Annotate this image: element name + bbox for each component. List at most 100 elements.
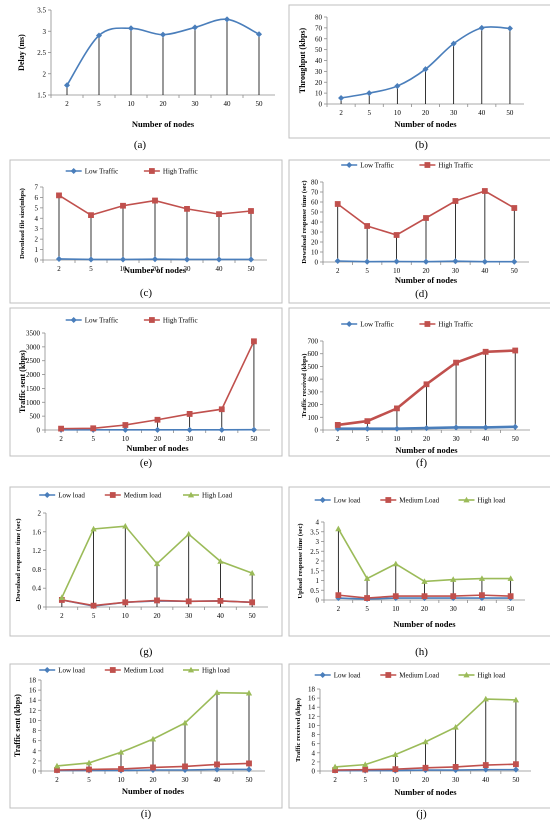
x-tick-label: 2	[339, 109, 343, 117]
y-tick-label: 60	[315, 35, 323, 43]
chart-frame	[9, 159, 283, 304]
data-point	[86, 766, 92, 773]
series-medium-load	[54, 760, 252, 773]
data-point	[482, 695, 489, 702]
data-point	[85, 759, 93, 766]
y-tick-label: 0	[315, 427, 319, 435]
y-tick-label: 3.5	[37, 7, 46, 15]
x-tick-label: 2	[65, 100, 69, 108]
data-point	[364, 418, 371, 424]
data-point	[247, 256, 255, 263]
data-point	[422, 764, 429, 771]
data-point	[482, 348, 489, 355]
legend-marker	[463, 496, 470, 503]
y-tick-label: 4	[312, 749, 316, 757]
panel-label: (f)	[416, 457, 427, 469]
legend-label: Low load	[334, 497, 361, 505]
legend-marker	[149, 168, 155, 174]
chart-frame	[9, 486, 283, 637]
chart-frame	[9, 663, 283, 809]
y-tick-label: 20	[311, 239, 319, 247]
data-point	[248, 208, 254, 214]
data-point	[452, 764, 459, 770]
y-tick-label: 4	[33, 747, 37, 755]
x-tick-label: 20	[423, 267, 431, 275]
x-tick-label: 20	[150, 776, 158, 784]
data-point	[186, 426, 193, 433]
series-high-load	[331, 695, 520, 770]
data-point	[216, 211, 222, 218]
x-tick-label: 50	[506, 109, 514, 117]
legend-label: Low load	[58, 492, 85, 500]
legend: Low load Medium Load High load	[314, 672, 506, 680]
data-point	[479, 592, 485, 599]
data-point	[481, 188, 488, 194]
legend-label: High Load	[202, 492, 233, 500]
x-tick-label: 2	[337, 605, 341, 613]
y-tick-label: 20	[315, 79, 323, 87]
data-point	[218, 406, 225, 413]
x-tick-label: 50	[248, 265, 256, 273]
y-tick-label: 500	[308, 363, 319, 371]
y-tick-label: 10	[308, 722, 316, 730]
data-point	[511, 205, 518, 211]
x-tick-label: 30	[182, 776, 190, 784]
series-medium-load	[332, 761, 519, 773]
data-point	[392, 766, 399, 773]
x-tick-label: 50	[507, 605, 515, 613]
series-high-traffic	[334, 347, 519, 428]
data-point	[159, 31, 167, 38]
x-axis-title: Number of nodes	[394, 787, 457, 797]
data-point	[186, 411, 193, 417]
data-point	[421, 593, 428, 599]
x-tick-label: 10	[393, 267, 401, 275]
y-axis-title: Upload response time (sec)	[297, 523, 304, 598]
data-point	[251, 338, 257, 345]
x-axis-title: Number of nodes	[122, 786, 185, 796]
legend-marker	[385, 672, 392, 678]
x-tick-label: 40	[482, 435, 490, 443]
data-point	[63, 82, 71, 89]
series-low-traffic	[55, 255, 255, 263]
y-tick-label: 2	[43, 70, 47, 78]
data-point	[154, 416, 161, 423]
series-high-load	[335, 525, 514, 584]
data-point	[506, 25, 513, 32]
data-point	[362, 766, 369, 773]
x-tick-label: 50	[512, 435, 520, 443]
legend-label: Low Traffic	[85, 168, 119, 176]
x-tick-label: 10	[128, 100, 136, 108]
y-axis-title: Delay (ms)	[17, 34, 26, 71]
x-tick-label: 30	[184, 265, 192, 273]
data-point	[331, 763, 339, 770]
y-tick-label: 1.5	[310, 567, 319, 575]
y-tick-label: 70	[315, 24, 323, 32]
x-tick-label: 30	[452, 267, 460, 275]
y-tick-label: 60	[311, 199, 319, 207]
data-point	[421, 578, 428, 584]
y-tick-label: 50	[311, 209, 319, 217]
data-point	[482, 762, 489, 768]
legend-marker	[319, 496, 326, 504]
y-tick-label: 1500	[26, 385, 41, 393]
x-tick-label: 10	[120, 265, 128, 273]
x-tick-label: 5	[366, 435, 370, 443]
x-tick-label: 20	[152, 265, 160, 273]
y-tick-label: 0.8	[32, 566, 41, 574]
data-point	[153, 560, 161, 567]
legend-label: High load	[478, 497, 506, 505]
data-point	[58, 425, 64, 432]
x-tick-label: 40	[218, 435, 226, 443]
y-tick-label: 2	[35, 236, 39, 244]
x-tick-label: 30	[450, 109, 458, 117]
x-tick-label: 20	[422, 109, 430, 117]
x-tick-label: 5	[365, 605, 369, 613]
y-tick-label: 3	[43, 28, 47, 36]
data-point	[95, 32, 103, 39]
data-point	[118, 766, 124, 772]
y-tick-label: 10	[29, 717, 37, 725]
series-high-traffic	[334, 188, 518, 238]
data-point	[366, 90, 373, 97]
data-point	[393, 425, 400, 432]
x-tick-label: 2	[333, 776, 337, 784]
